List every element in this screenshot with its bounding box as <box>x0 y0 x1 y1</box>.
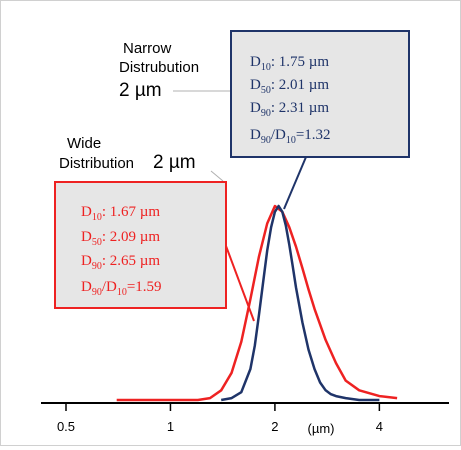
series-line-wide <box>116 204 398 402</box>
narrow-stats-box <box>230 30 410 158</box>
wide-title-line-2: Distribution <box>59 155 134 172</box>
x-tick-label-0: 0.5 <box>57 419 75 434</box>
x-tick-label-2: 2 <box>271 419 278 434</box>
narrow-box-pointer <box>283 156 307 210</box>
narrow-d10: D10: 1.75 µm <box>250 54 329 73</box>
narrow-title-line-2: Distrubution <box>119 59 199 76</box>
wide-stats-box <box>54 181 227 309</box>
x-tick-layer: 0.5 1 2 4 <box>57 403 383 434</box>
narrow-size-label: 2 µm <box>119 80 162 101</box>
wide-d10: D10: 1.67 µm <box>81 204 160 223</box>
wide-title-line-1: Wide <box>67 135 101 152</box>
wide-stats-text: D10: 1.67 µm D50: 2.09 µm D90: 2.65 µm D… <box>81 204 162 298</box>
x-tick-label-1: 1 <box>167 419 174 434</box>
wide-label-connector <box>210 170 224 182</box>
x-tick-label-3: 4 <box>376 419 383 434</box>
narrow-d50: D50: 2.01 µm <box>250 77 329 96</box>
wide-ratio: D90/D10=1.59 <box>81 279 162 298</box>
wide-size-label: 2 µm <box>153 152 196 173</box>
narrow-ratio: D90/D10=1.32 <box>250 127 331 146</box>
series-layer <box>116 204 398 402</box>
narrow-d90: D90: 2.31 µm <box>250 100 329 119</box>
wide-d90: D90: 2.65 µm <box>81 253 160 272</box>
narrow-title-line-1: Narrow <box>123 40 172 57</box>
series-line-narrow <box>220 204 380 402</box>
wide-box-pointer <box>225 245 255 322</box>
wide-d50: D50: 2.09 µm <box>81 229 160 248</box>
x-axis-unit: (µm) <box>308 421 335 436</box>
narrow-stats-text: D10: 1.75 µm D50: 2.01 µm D90: 2.31 µm D… <box>250 54 331 146</box>
